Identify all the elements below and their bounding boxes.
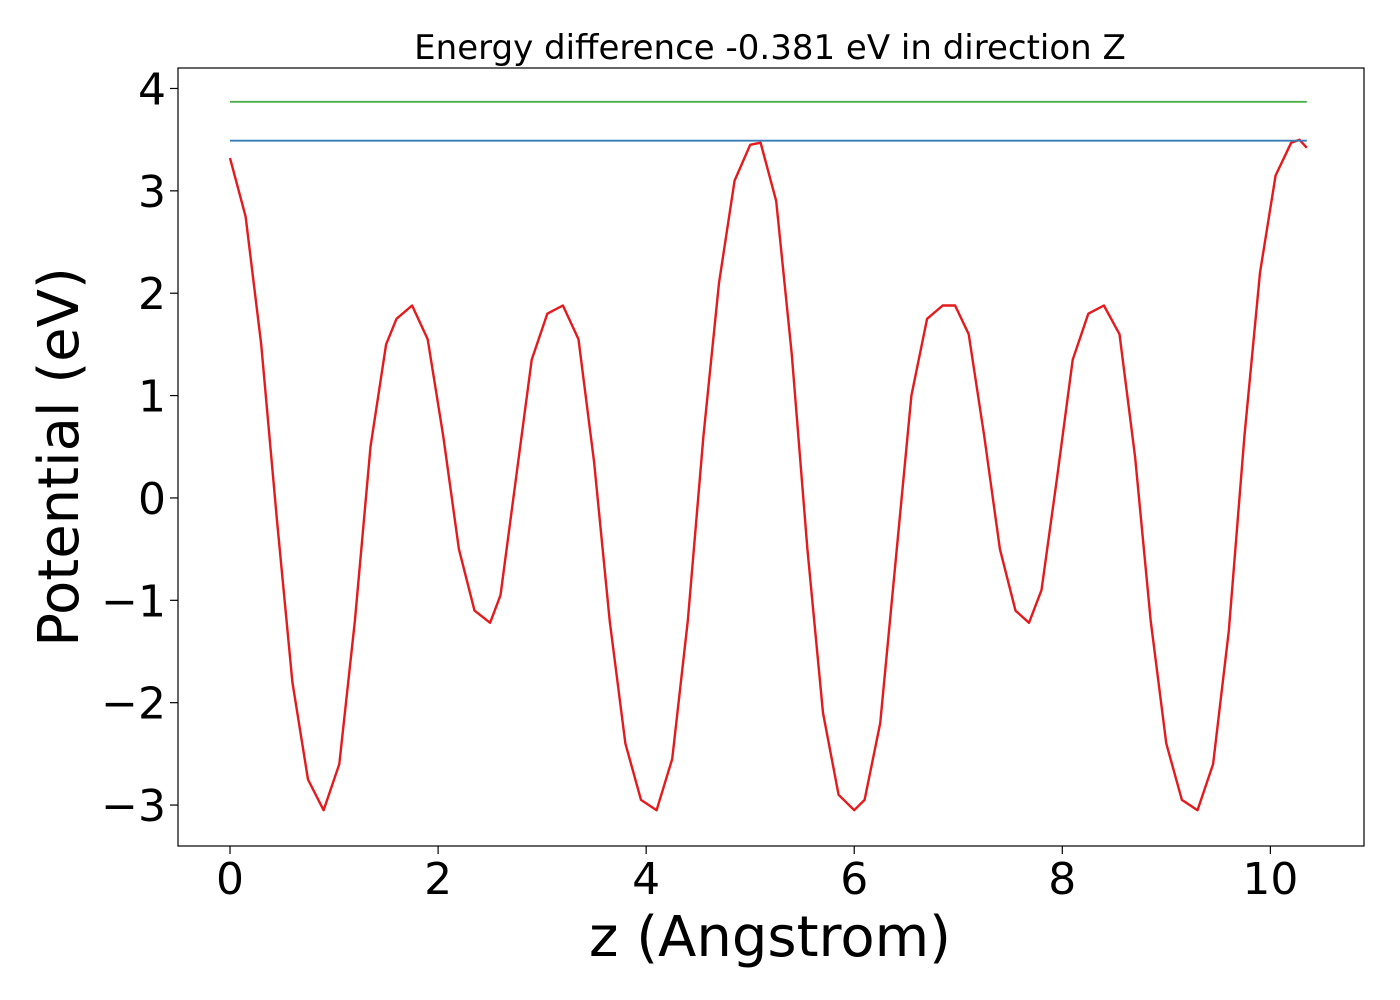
x-ticks: 0 2 4 6 8 10: [216, 846, 1298, 905]
y-tick-label: 3: [138, 167, 166, 218]
series-layer: [228, 100, 1308, 812]
chart-title: Energy difference -0.381 eV in direction…: [414, 28, 1126, 68]
x-tick-label: 2: [424, 854, 452, 905]
plot-area: 0 2 4 6 8 10 −3 −2 −1 0 1 2 3 4: [101, 64, 1365, 905]
y-tick-label: 1: [138, 372, 166, 423]
x-tick-label: 8: [1048, 854, 1076, 905]
y-axis-label: Potential (eV): [27, 267, 92, 647]
y-tick-label: 0: [138, 474, 166, 525]
y-tick-label: −3: [101, 781, 166, 832]
x-tick-label: 10: [1242, 854, 1298, 905]
y-ticks: −3 −2 −1 0 1 2 3 4: [101, 64, 178, 832]
y-tick-label: 4: [138, 64, 166, 115]
y-tick-label: −2: [101, 679, 166, 730]
series-line-1: [228, 138, 1308, 812]
axes-frame: [177, 67, 1365, 847]
x-tick-label: 6: [840, 854, 868, 905]
x-tick-label: 0: [216, 854, 244, 905]
x-axis-label: z (Angstrom): [589, 905, 951, 970]
x-tick-label: 4: [632, 854, 660, 905]
y-tick-label: −1: [101, 576, 166, 627]
y-tick-label: 2: [138, 269, 166, 320]
